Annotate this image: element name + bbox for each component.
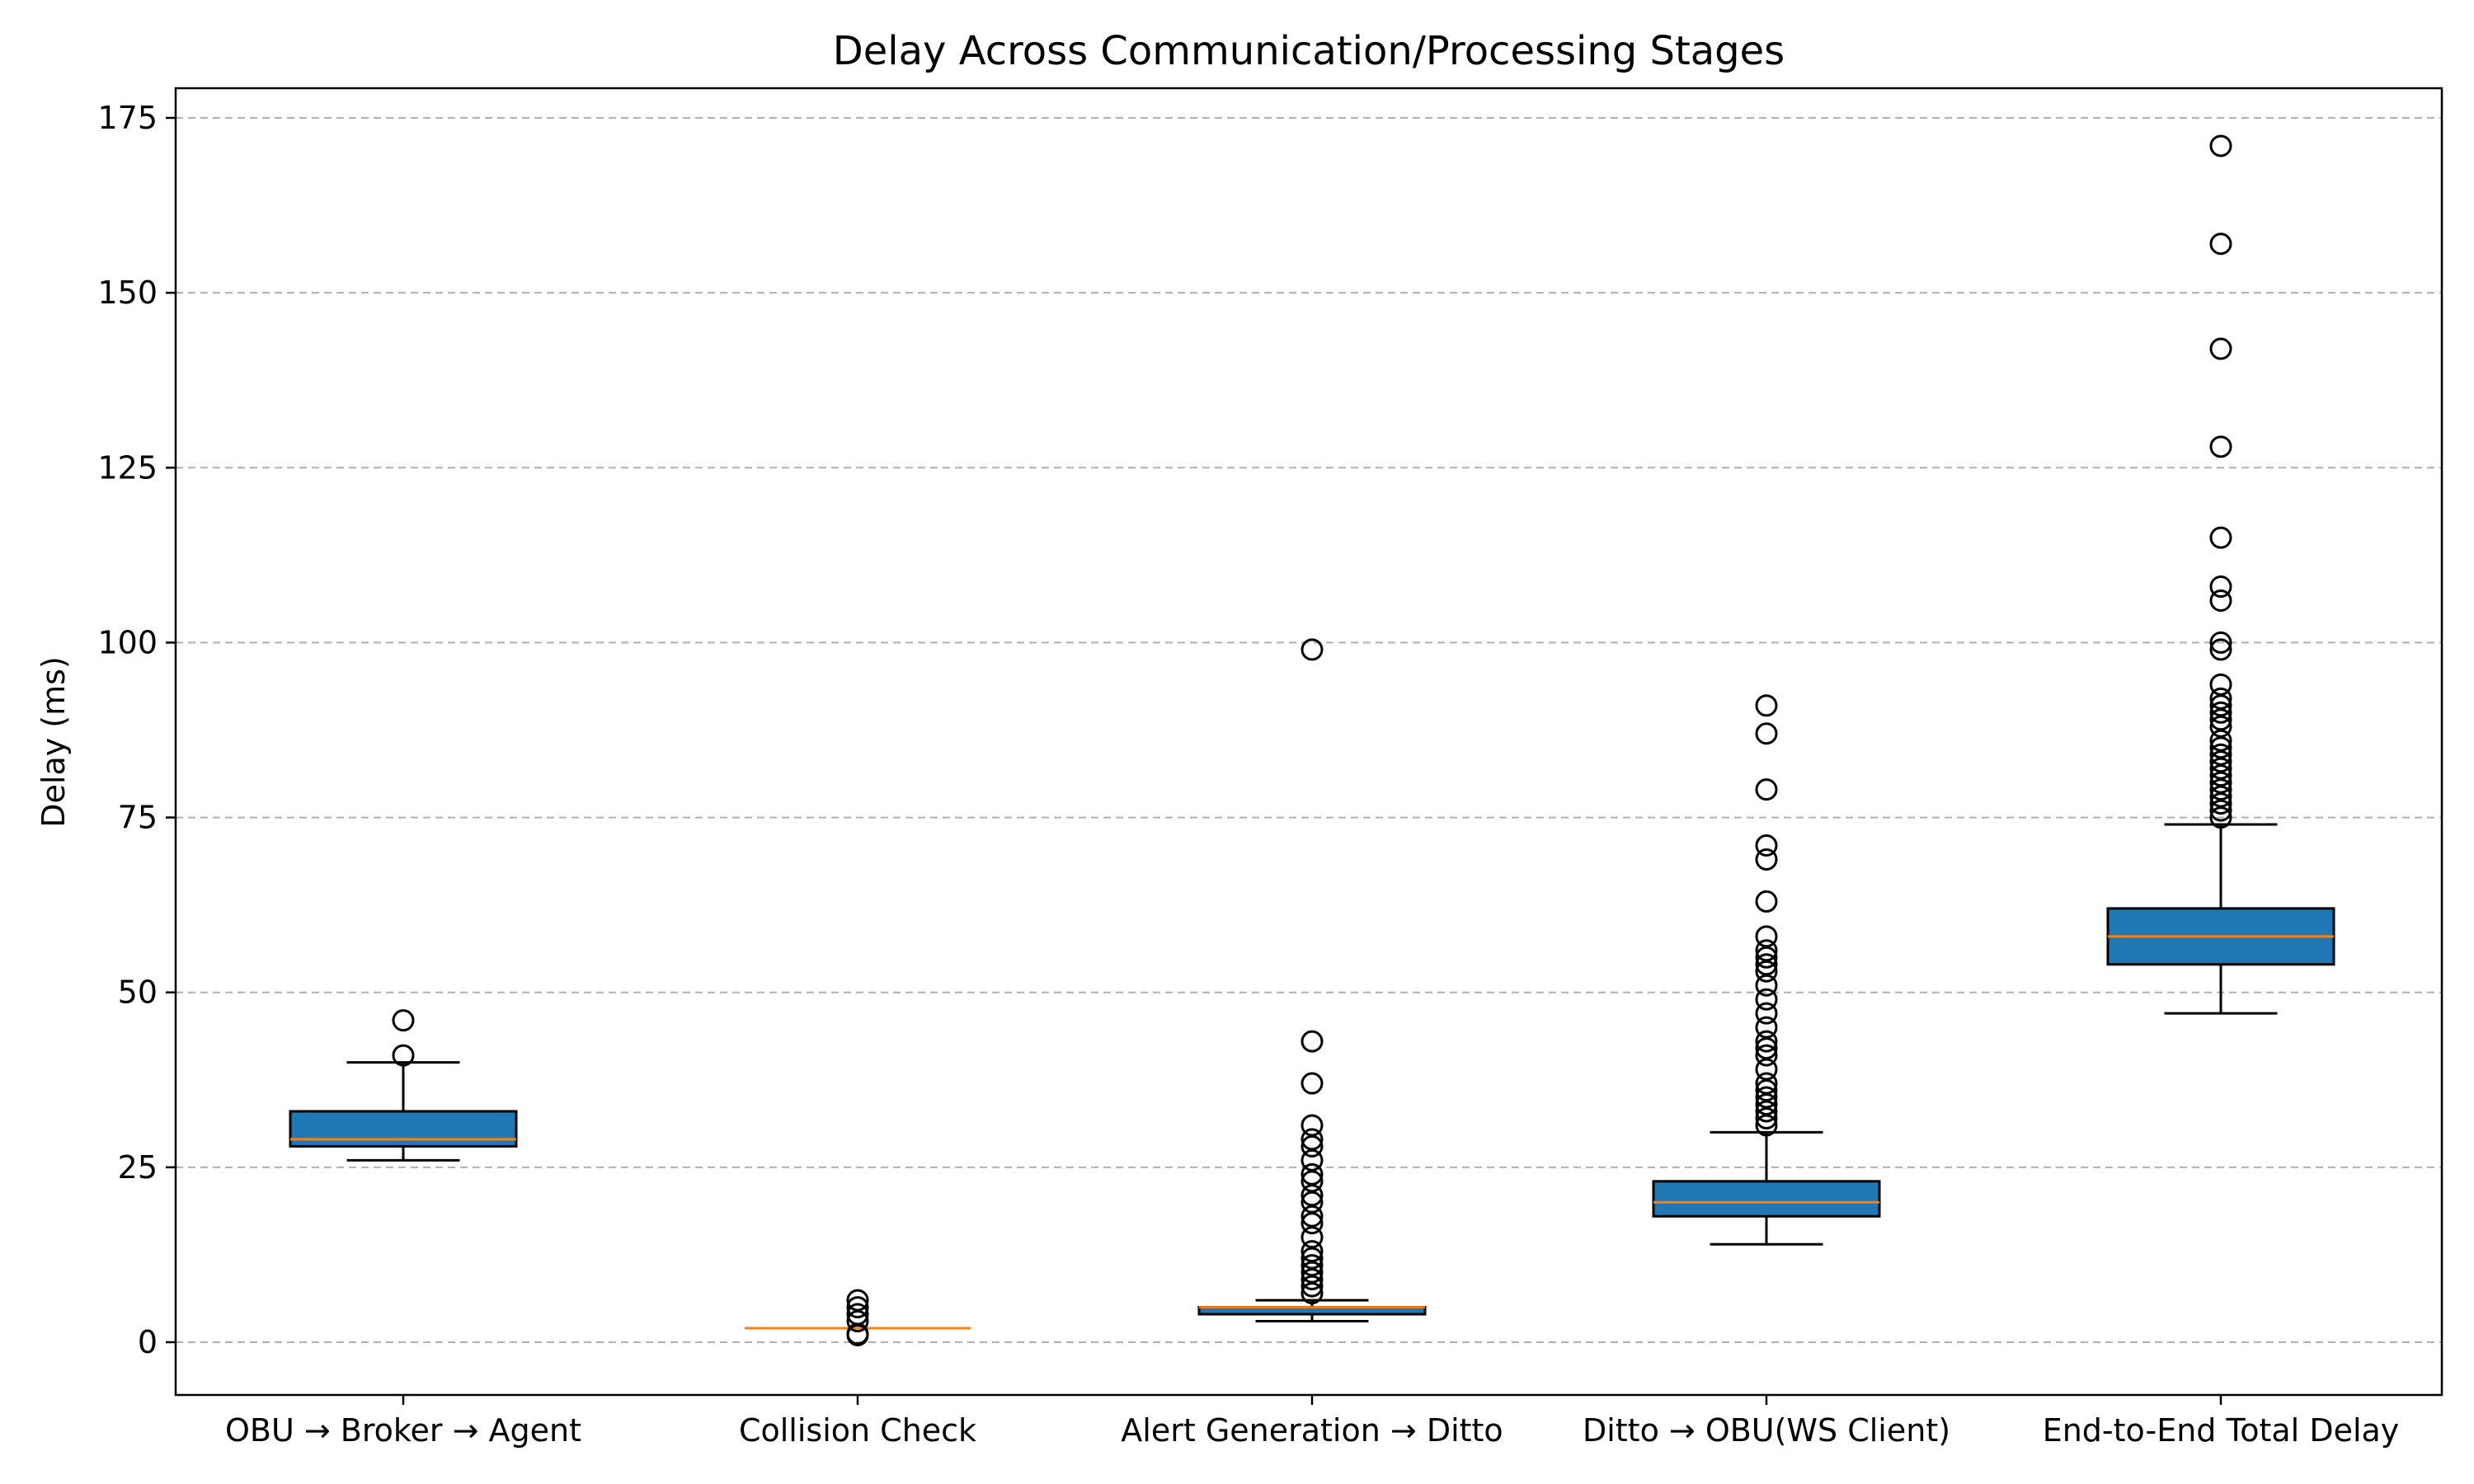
chart-title: Delay Across Communication/Processing St… [833,28,1785,74]
outlier-point [2209,631,2232,654]
box-group [289,1009,518,1162]
plot-frame [174,87,2443,1397]
outlier-point [1755,988,1778,1011]
outlier-point [1755,1002,1778,1025]
outlier-point [1300,1030,1324,1053]
outlier-point [846,1296,869,1319]
outlier-point [1755,1016,1778,1039]
x-tick-label: Alert Generation → Ditto [1121,1412,1503,1449]
box-group [1197,638,1427,1323]
y-axis-label: Delay (ms) [35,656,72,828]
outlier-point [2209,589,2232,613]
outlier-point [2209,134,2232,157]
box-group [2106,134,2335,1015]
x-axis-ticks: OBU → Broker → Agent Collision Check Alert… [225,1395,2399,1449]
x-tick-label: OBU → Broker → Agent [225,1412,581,1449]
outlier-point [1755,925,1778,948]
outlier-point [1755,848,1778,871]
y-tick-label: 75 [118,800,158,836]
y-tick-label: 125 [97,449,158,486]
outlier-point [2209,687,2232,710]
outlier-point [1300,1114,1324,1137]
y-tick-label: 50 [118,974,158,1011]
iqr-box [1652,1180,1881,1218]
outlier-point [1755,694,1778,717]
outlier-point [1755,890,1778,913]
outlier-point [392,1009,415,1032]
outlier-point [2209,232,2232,256]
y-axis-ticks: 0 25 50 75 100 125 150 175 [97,100,176,1360]
outlier-point [1755,1044,1778,1067]
outlier-point [1755,778,1778,801]
box-group [1652,694,1881,1246]
box-group [745,1289,971,1347]
outlier-point [1755,834,1778,857]
outlier-point [1755,1086,1778,1109]
outlier-point [2209,435,2232,458]
iqr-box [289,1110,518,1148]
outlier-point [2209,673,2232,696]
outlier-point [1300,1162,1324,1186]
outlier-point [1300,1128,1324,1151]
outlier-point [1300,638,1324,661]
outlier-point [846,1289,869,1312]
box-series [289,134,2335,1347]
outlier-point [1755,1072,1778,1095]
y-tick-label: 100 [97,624,158,660]
outlier-point [1300,1254,1324,1277]
outlier-point [2209,526,2232,549]
x-tick-label: End-to-End Total Delay [2043,1412,2400,1449]
outlier-point [2209,743,2232,766]
y-tick-label: 0 [138,1324,158,1360]
outlier-point [392,1044,415,1067]
outlier-point [846,1303,869,1326]
outlier-point [1755,939,1778,962]
outlier-point [2209,638,2232,661]
x-tick-label: Collision Check [739,1412,976,1449]
outlier-point [1300,1072,1324,1095]
outlier-point [2209,337,2232,360]
x-tick-label: Ditto → OBU(WS Client) [1583,1412,1950,1449]
y-tick-label: 175 [97,100,158,136]
grid-lines [176,117,2442,1343]
y-tick-label: 150 [97,275,158,311]
y-tick-label: 25 [118,1149,158,1186]
outlier-point [1300,1240,1324,1263]
outlier-point [1755,722,1778,745]
outlier-point [2209,575,2232,599]
outlier-point [1755,953,1778,976]
outlier-point [2209,701,2232,724]
outlier-point [1755,1030,1778,1053]
